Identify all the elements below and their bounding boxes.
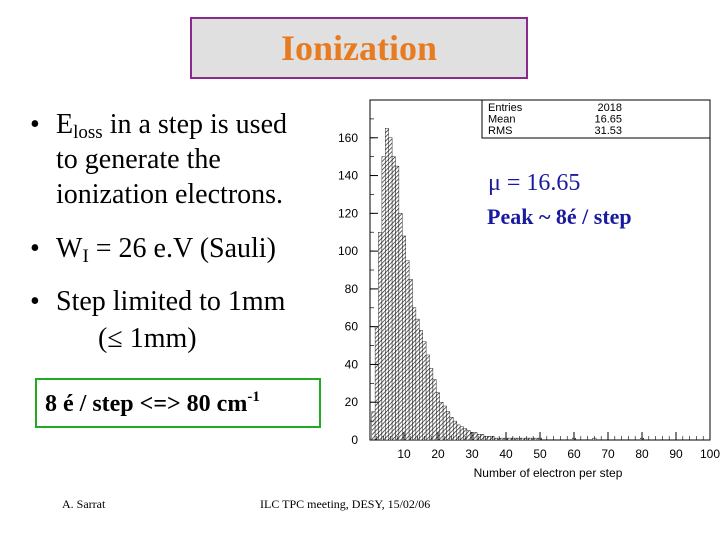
x-tick-label: 30 <box>465 447 479 461</box>
x-tick-label: 80 <box>635 447 649 461</box>
histogram-bar <box>371 411 376 441</box>
stats-label: Mean <box>488 114 516 126</box>
histogram-bar <box>442 405 447 441</box>
footer-meeting: ILC TPC meeting, DESY, 15/02/06 <box>260 497 431 511</box>
histogram-bar <box>391 156 396 441</box>
histogram-bar <box>422 341 427 441</box>
y-tick-label: 20 <box>345 395 359 409</box>
step-text: Step limited to 1mm <box>56 286 286 317</box>
y-tick-label: 140 <box>338 169 358 183</box>
x-tick-label: 70 <box>601 447 615 461</box>
histogram-bar <box>439 402 444 441</box>
mu-annotation: μ = 16.65 <box>488 170 581 196</box>
histogram-bar <box>534 437 539 441</box>
wi-rest: = 26 e.V (Sauli) <box>88 233 276 264</box>
histogram-bar <box>408 279 413 441</box>
stats-box <box>481 99 711 139</box>
y-tick-label: 120 <box>338 206 358 220</box>
bullet-dot: • <box>30 286 40 317</box>
histogram-bar <box>378 232 383 441</box>
y-tick-label: 40 <box>345 357 359 371</box>
histogram-bar <box>415 318 420 441</box>
histogram-bar <box>398 213 403 441</box>
title-box: Ionization <box>190 17 528 79</box>
bullet-dot: • <box>30 233 40 264</box>
histogram-bar <box>425 354 430 441</box>
x-tick-label: 60 <box>567 447 581 461</box>
histogram-bar <box>466 430 471 441</box>
histogram-bar <box>374 326 379 441</box>
x-axis-label: Number of electron per step <box>474 466 623 480</box>
histogram-bar <box>500 437 505 441</box>
x-tick-label: 50 <box>533 447 547 461</box>
conversion-text: 8 é / step <=> 80 cm <box>45 390 248 417</box>
bullet-eloss-line3: ionization electrons. <box>56 179 284 210</box>
histogram-bar <box>385 128 389 441</box>
histogram-bar <box>429 368 434 441</box>
stats-label: Entries <box>488 102 523 114</box>
histogram-bar <box>487 436 491 441</box>
histogram-bar <box>405 260 410 441</box>
stats-value: 16.65 <box>594 114 622 126</box>
conversion-sup: -1 <box>247 388 260 405</box>
eloss-sub: loss <box>73 122 103 143</box>
x-tick-label: 90 <box>669 447 683 461</box>
y-tick-label: 80 <box>345 282 359 296</box>
x-tick-label: 40 <box>499 447 513 461</box>
eloss-main: E <box>56 109 74 140</box>
bullet-step-line2: (≤ 1mm) <box>98 323 197 354</box>
x-tick-label: 20 <box>431 447 445 461</box>
eloss-rest: in a step is used <box>102 109 287 140</box>
bullet-eloss-line2: to generate the <box>56 144 221 175</box>
x-tick-label: 10 <box>397 447 411 461</box>
wi-sub: I <box>82 246 89 267</box>
y-tick-label: 60 <box>345 320 359 334</box>
histogram-bar <box>507 437 512 441</box>
x-tick-label: 100 <box>700 447 720 461</box>
histogram-bar <box>395 165 400 441</box>
conversion-box: 8 é / step <=> 80 cm-1 <box>35 378 321 428</box>
footer-author: A. Sarrat <box>62 497 106 511</box>
y-tick-label: 160 <box>338 131 358 145</box>
histogram-bar <box>432 379 437 441</box>
wi-main: W <box>56 233 83 264</box>
stats-label: RMS <box>488 125 512 137</box>
histogram-bar <box>381 156 386 441</box>
bullet-dot: • <box>30 109 40 140</box>
stats-value: 2018 <box>598 102 622 114</box>
histogram-bar <box>402 235 406 441</box>
histogram-bar <box>493 437 498 441</box>
peak-annotation: Peak ~ 8é / step <box>487 204 632 229</box>
histogram-bar <box>521 437 525 441</box>
histogram-bar <box>514 437 519 441</box>
histogram-bar <box>446 411 451 441</box>
histogram-bar <box>388 137 393 441</box>
histogram-bar <box>419 330 423 441</box>
histogram-bar <box>473 432 478 441</box>
histogram-bar <box>412 307 417 441</box>
histogram-bar <box>480 434 485 441</box>
histogram-bar <box>453 420 457 441</box>
stats-value: 31.53 <box>594 125 622 137</box>
y-tick-label: 0 <box>351 433 358 447</box>
histogram-bar <box>527 437 532 441</box>
histogram-bar <box>459 426 464 441</box>
slide-title: Ionization <box>280 28 438 68</box>
y-tick-label: 100 <box>338 244 358 258</box>
